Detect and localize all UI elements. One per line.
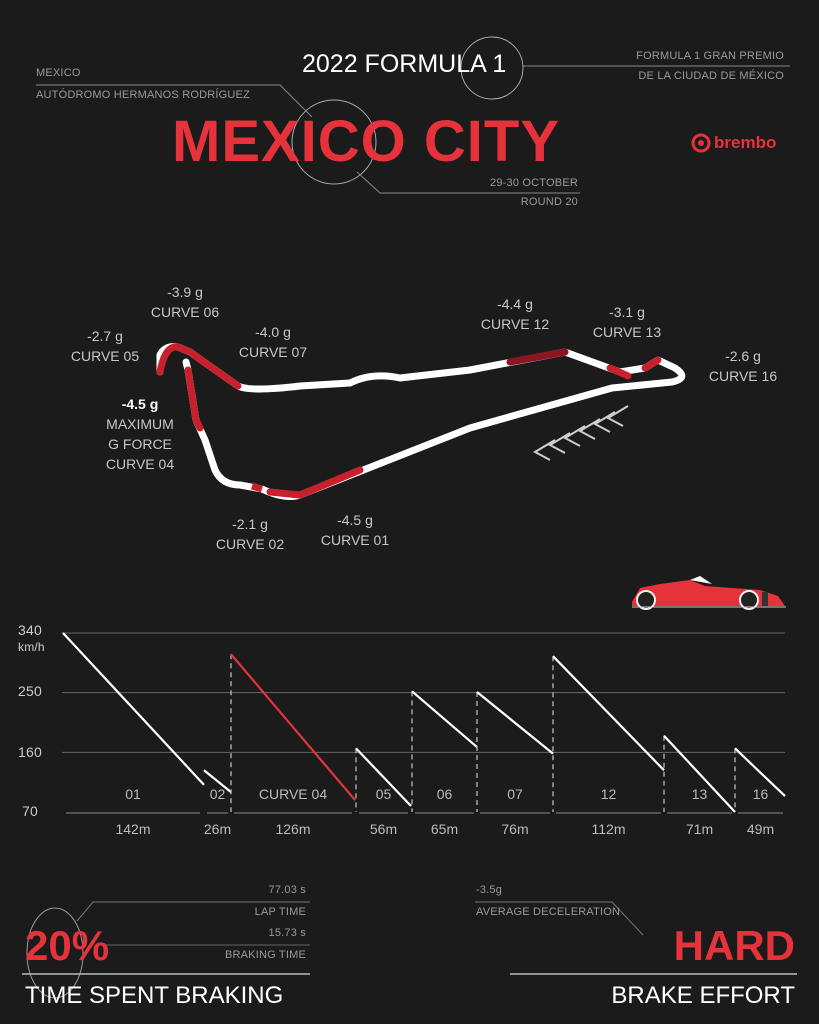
speed-segment-13 [663, 735, 736, 813]
avg-decel-value: -3.5g [476, 884, 503, 896]
title-top: 2022 FORMULA 1 [302, 50, 507, 78]
curve-07-label: -4.0 g CURVE 07 [238, 324, 308, 360]
round: ROUND 20 [520, 196, 578, 208]
segment-label: 12 [600, 786, 617, 802]
curve-05-label: -2.7 g CURVE 05 [70, 328, 140, 364]
time-spent-braking-label: TIME SPENT BRAKING [25, 982, 284, 1009]
curve-04-label: -4.5 g MAXIMUM G FORCE CURVE 04 [105, 396, 175, 472]
lap-time-label: LAP TIME [254, 906, 306, 918]
speed-segment-12 [552, 655, 665, 772]
curve-06-label: -3.9 g CURVE 06 [150, 284, 220, 320]
event-line1: FORMULA 1 GRAN PREMIO [636, 50, 784, 62]
speed-segment-05 [355, 747, 412, 807]
brake-effort-value: HARD [673, 922, 795, 969]
speed-segment-16 [734, 747, 786, 797]
speed-segment-07 [476, 691, 554, 755]
segment-distance: 142m [115, 821, 151, 837]
segment-label: 07 [507, 786, 523, 802]
avg-decel-label: AVERAGE DECELERATION [476, 906, 621, 918]
brake-effort-label: BRAKE EFFORT [611, 982, 795, 1009]
city-title: MEXICO CITY [172, 109, 561, 174]
circuit-name: AUTÓDROMO HERMANOS RODRÍGUEZ [36, 89, 250, 101]
segment-label: 02 [209, 786, 226, 802]
speed-segment-01 [62, 632, 205, 786]
segment-label: 16 [752, 786, 769, 802]
segment-distance: 112m [591, 821, 626, 837]
lap-time-value: 77.03 s [268, 884, 306, 896]
segment-label: 01 [125, 786, 141, 802]
event-line2: DE LA CIUDAD DE MÉXICO [638, 70, 784, 82]
braking-time-value: 15.73 s [268, 927, 306, 939]
speed-segment-curve-04 [230, 653, 356, 801]
segment-label: 13 [691, 786, 708, 802]
segment-distance: 76m [501, 821, 529, 837]
segment-distance: 56m [369, 821, 398, 837]
braking-percent: 20% [25, 922, 110, 969]
country: MEXICO [36, 67, 81, 79]
curve-13-label: -3.1 g CURVE 13 [592, 304, 662, 340]
segment-label: 06 [436, 786, 453, 802]
segment-distance: 65m [430, 821, 459, 837]
segment-label: 05 [375, 786, 392, 802]
brembo-logo-icon [691, 133, 711, 153]
segment-distance: 49m [746, 821, 775, 837]
y-tick-160: 160 [18, 744, 42, 760]
curve-16-label: -2.6 g CURVE 16 [708, 348, 778, 384]
segment-distance: 126m [275, 821, 311, 837]
speed-segment-06 [411, 690, 478, 748]
segment-distance: 71m [685, 821, 714, 837]
y-tick-250: 250 [18, 683, 42, 699]
braking-time-label: BRAKING TIME [224, 949, 306, 961]
direction-chevrons [532, 405, 629, 461]
curve-12-label: -4.4 g CURVE 12 [480, 296, 550, 332]
segment-distance: 26m [203, 821, 232, 837]
speed-segment-02 [203, 769, 232, 793]
dates: 29-30 OCTOBER [490, 177, 578, 189]
y-tick-70: 70 [22, 803, 38, 819]
y-tick-340: 340 [18, 622, 42, 638]
y-axis-label: km/h [18, 640, 45, 654]
segment-label: CURVE 04 [258, 786, 328, 802]
curve-01-label: -4.5 g CURVE 01 [320, 512, 390, 548]
curve-02-label: -2.1 g CURVE 02 [215, 516, 285, 552]
brembo-logo: brembo [691, 133, 776, 153]
